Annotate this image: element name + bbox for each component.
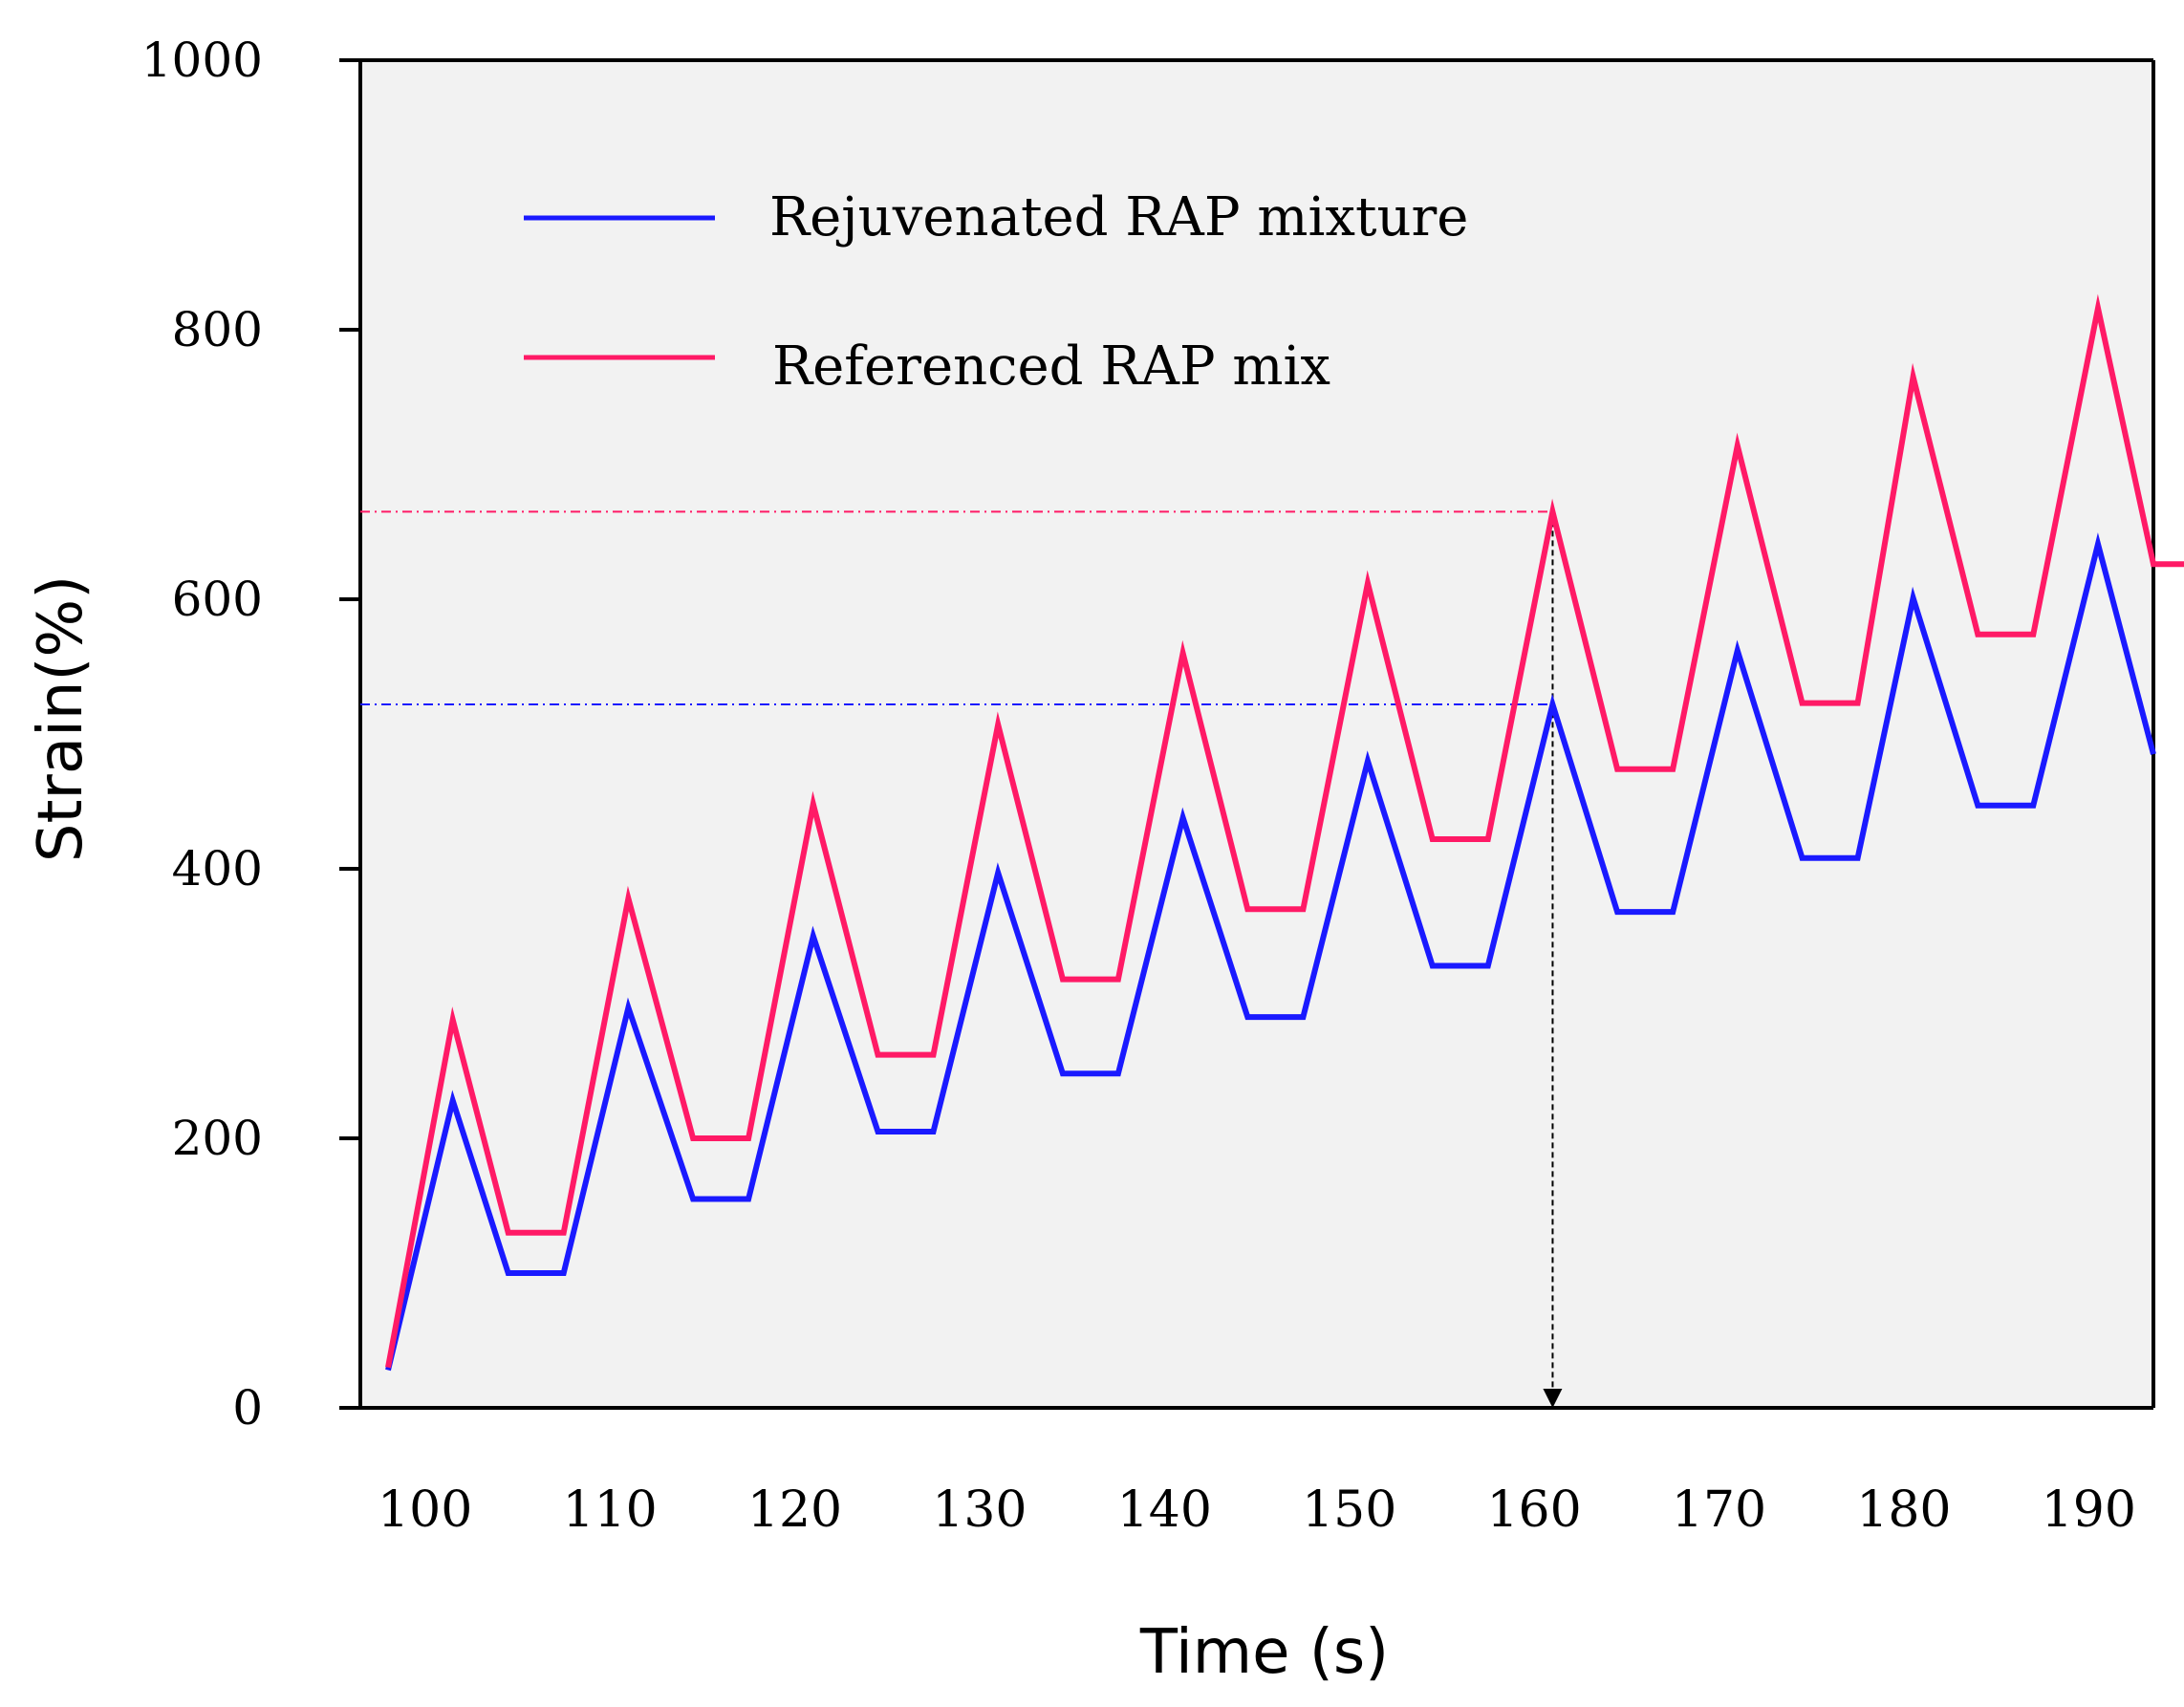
series-line-rejuvenated [385,532,2156,1372]
x-tick-label: 130 [932,1481,1027,1539]
legend-label-rejuvenated: Rejuvenated RAP mixture [769,186,1468,248]
x-tick-label: 120 [747,1481,842,1539]
x-tick-label: 180 [1856,1481,1951,1539]
y-tick-label: 600 [172,572,263,627]
y-tick-label: 0 [232,1380,263,1436]
y-axis-title: Strain(%) [26,575,97,862]
y-tick-label: 400 [172,841,263,897]
x-tick-label: 140 [1117,1481,1212,1539]
x-tick-label: 190 [2042,1481,2136,1539]
legend-label-referenced: Referenced RAP mix [772,335,1330,398]
y-tick-label: 200 [172,1111,263,1166]
legend: Rejuvenated RAP mixture Referenced RAP m… [524,186,1468,398]
series-line-referenced [385,293,2184,1369]
x-tick-label: 160 [1486,1481,1581,1539]
y-tick-label: 1000 [141,32,263,88]
annotation-group [360,510,1563,1408]
y-tick-label: 800 [172,302,263,357]
x-tick-label: 100 [378,1481,472,1539]
x-tick-group: 100 110 120 130 140 150 160 170 180 190 [378,1481,2136,1539]
y-tick-group: 0 200 400 600 800 1000 [141,32,360,1436]
x-axis-title: Time (s) [1139,1617,1389,1688]
x-tick-label: 110 [562,1481,657,1539]
x-tick-label: 170 [1672,1481,1766,1539]
plot-area [360,60,2153,1408]
x-tick-label: 150 [1302,1481,1396,1539]
series-group [385,293,2184,1372]
